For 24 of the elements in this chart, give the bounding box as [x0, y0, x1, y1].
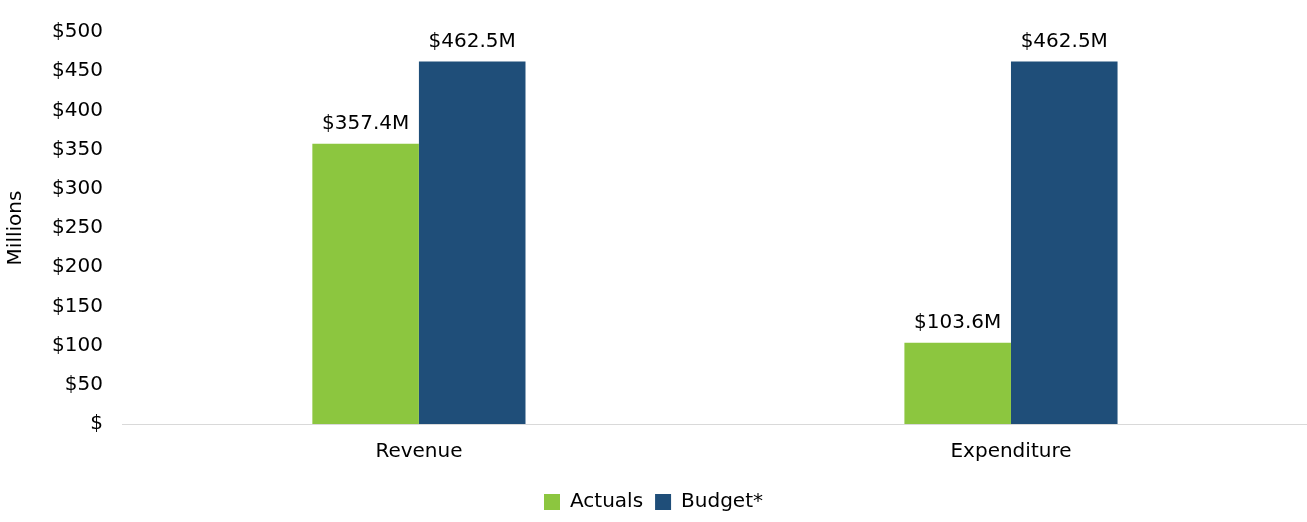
y-axis-title: Millions — [2, 190, 27, 266]
y-tick-label: $250 — [51, 214, 103, 239]
legend-label: Actuals — [570, 488, 644, 513]
y-tick-label: $100 — [51, 331, 103, 356]
bar — [1010, 61, 1118, 424]
data-label: $462.5M — [428, 27, 516, 52]
bar — [904, 342, 1011, 424]
y-tick-label: $450 — [51, 57, 103, 82]
y-tick-label: $400 — [51, 96, 103, 121]
y-tick-label: $150 — [51, 292, 103, 317]
y-tick-label: $50 — [64, 371, 103, 395]
x-tick-label: Expenditure — [950, 438, 1072, 463]
data-label: $357.4M — [322, 110, 410, 134]
y-tick-label: $300 — [51, 175, 103, 199]
y-tick-label: $200 — [51, 253, 103, 278]
y-tick-label: $ — [90, 410, 103, 435]
y-tick-label: $500 — [51, 18, 103, 43]
data-label: $103.6M — [914, 308, 1002, 333]
bar — [418, 61, 526, 424]
bar — [312, 143, 419, 424]
y-tick-label: $350 — [51, 135, 103, 160]
data-label: $462.5M — [1020, 27, 1108, 52]
legend-label: Budget* — [681, 488, 764, 513]
x-tick-label: Revenue — [375, 438, 463, 463]
